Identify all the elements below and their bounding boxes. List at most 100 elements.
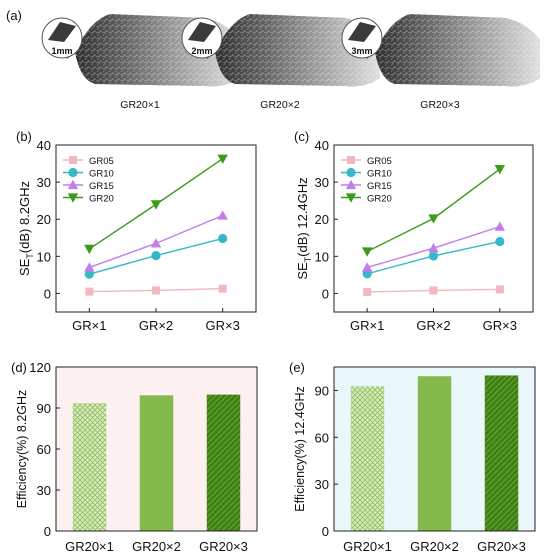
- legend-marker: [68, 167, 78, 178]
- legend-marker: [67, 193, 79, 203]
- y-axis-label-rest: (dB) 8.2GHz: [17, 181, 32, 253]
- y-tick-label: 30: [315, 175, 329, 190]
- chart-d: (d) 0 30 60 90 120 GR20×1 GR20×2 GR20×3 Efficienc…: [11, 360, 258, 554]
- y-tick-label: 20: [37, 212, 51, 227]
- legend-marker: [345, 179, 357, 190]
- bar-GR20×1: [350, 386, 385, 531]
- data-point: [150, 200, 162, 210]
- series-GR20: GR20: [341, 164, 506, 257]
- legend-marker: [67, 179, 79, 190]
- x-tick-label: GR20×2: [410, 539, 459, 554]
- series-GR10: GR10: [63, 167, 228, 279]
- y-tick-label: 10: [315, 249, 329, 264]
- y-axis-label: Efficiency(%) 8.2GHz: [15, 390, 29, 509]
- y-tick-label: 30: [37, 175, 51, 190]
- legend-label: GR05: [89, 156, 114, 167]
- x-tick-label: GR×3: [206, 318, 240, 333]
- panel-a-letter: (a): [6, 8, 22, 23]
- plot-frame: [333, 366, 536, 532]
- x-tick-label: GR×2: [416, 318, 450, 333]
- data-point: [428, 242, 439, 253]
- y-tick-label: 60: [37, 442, 51, 457]
- legend-label: GR20: [89, 194, 114, 205]
- x-tick-label: GR×3: [483, 318, 517, 333]
- y-tick-label: 40: [37, 138, 51, 153]
- legend-label: GR15: [89, 181, 114, 192]
- data-point: [495, 285, 504, 294]
- x-tick-label: GR20×1: [343, 539, 392, 554]
- data-point: [428, 214, 439, 224]
- y-axis-label: Efficiency(%) 12.4GHz: [293, 386, 307, 512]
- y-axis-label-main: SE: [295, 262, 310, 280]
- sample-label: GR20×3: [420, 99, 460, 111]
- sample-3: 3mm GR20×3: [341, 14, 540, 111]
- data-point: [428, 251, 439, 261]
- data-point: [218, 284, 227, 293]
- data-point: [151, 250, 161, 261]
- data-point: [84, 269, 94, 279]
- callout-sheet-edge: [48, 22, 76, 42]
- panel-letter: (e): [289, 360, 305, 375]
- bar-GR20×1: [72, 403, 107, 531]
- data-point: [494, 221, 506, 231]
- y-tick-label: 30: [315, 477, 329, 492]
- x-tick-label: GR20×2: [132, 539, 181, 554]
- legend-marker: [347, 156, 355, 164]
- legend-marker: [346, 167, 356, 178]
- panel-letter: (c): [294, 129, 309, 144]
- bar-GR20×3: [484, 375, 519, 531]
- sample-sheet-fade: [375, 14, 540, 87]
- series-GR15: GR15: [63, 179, 228, 272]
- data-point: [217, 210, 228, 220]
- data-point: [363, 287, 372, 296]
- y-axis-label-sub: T: [25, 253, 35, 259]
- data-point: [84, 244, 95, 255]
- y-tick-label: 0: [44, 286, 51, 301]
- chart-e: (e) 0 30 60 90 GR20×1 GR20×2 GR20×3 Efficiency(%…: [289, 360, 536, 554]
- bar-GR20×2: [417, 376, 452, 531]
- x-tick-label: GR20×3: [477, 539, 526, 554]
- series-GR15: GR15: [341, 179, 506, 272]
- y-tick-label: 90: [37, 401, 51, 416]
- data-point: [84, 262, 95, 272]
- y-tick-label: 0: [322, 524, 329, 539]
- data-point: [495, 236, 505, 247]
- data-point: [150, 238, 162, 248]
- bar-GR20×3: [206, 394, 241, 531]
- callout-sheet-edge: [188, 22, 216, 42]
- legend-marker: [345, 193, 357, 203]
- y-tick-label: 90: [315, 383, 329, 398]
- data-point: [152, 286, 160, 295]
- series-GR05: GR05: [341, 156, 504, 296]
- thickness-label: 1mm: [51, 46, 72, 56]
- y-axis-label-sub: T: [303, 256, 313, 262]
- y-axis-label: SET(dB) 8.2GHz: [17, 181, 35, 276]
- x-tick-label: GR×1: [72, 318, 106, 333]
- series-GR05: GR05: [63, 156, 227, 296]
- data-point: [494, 164, 506, 175]
- chart-c: (c) 0 10 20 30 40 GR×1 GR×2 GR×3 SET(dB) 12.4GHz G…: [294, 129, 534, 333]
- sample-sheet-fade: [215, 14, 380, 87]
- callout-sheet-edge: [348, 22, 376, 42]
- y-tick-label: 0: [44, 524, 51, 539]
- sample-2: 2mm GR20×2: [181, 14, 380, 111]
- sample-label: GR20×2: [260, 99, 300, 111]
- y-tick-label: 40: [315, 138, 329, 153]
- data-point: [218, 233, 228, 244]
- data-point: [361, 262, 373, 272]
- panel-letter: (d): [11, 360, 27, 375]
- y-tick-label: 60: [315, 430, 329, 445]
- legend-marker: [69, 156, 77, 164]
- x-tick-label: GR×2: [139, 318, 173, 333]
- y-axis-label: SET(dB) 12.4GHz: [295, 177, 313, 279]
- data-point: [429, 286, 438, 295]
- legend-label: GR10: [367, 169, 392, 180]
- legend-label: GR20: [367, 194, 392, 205]
- y-tick-label: 120: [29, 360, 51, 375]
- sample-label: GR20×1: [120, 99, 160, 111]
- panel-letter: (b): [16, 129, 32, 144]
- data-point: [361, 247, 373, 257]
- chart-b: (b) 0 10 20 30 40 GR×1 GR×2 GR×3 SET(dB) 8.2GHz GR…: [16, 129, 257, 333]
- y-tick-label: 30: [37, 483, 51, 498]
- legend-label: GR05: [367, 156, 392, 167]
